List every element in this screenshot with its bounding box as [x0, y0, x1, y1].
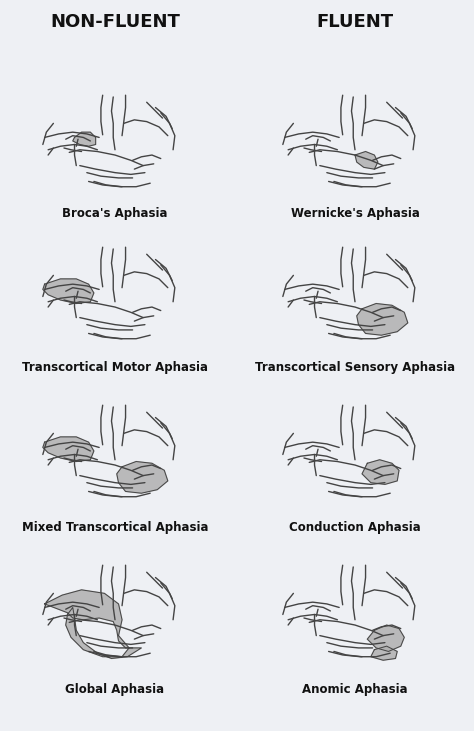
Text: Broca's Aphasia: Broca's Aphasia	[62, 206, 168, 219]
Text: NON-FLUENT: NON-FLUENT	[50, 13, 180, 31]
Polygon shape	[45, 590, 141, 659]
Polygon shape	[371, 646, 397, 660]
Text: Mixed Transcortical Aphasia: Mixed Transcortical Aphasia	[22, 521, 208, 534]
Text: Wernicke's Aphasia: Wernicke's Aphasia	[291, 206, 419, 219]
Polygon shape	[73, 132, 96, 146]
Polygon shape	[43, 437, 94, 461]
Polygon shape	[367, 625, 404, 651]
Text: Transcortical Sensory Aphasia: Transcortical Sensory Aphasia	[255, 360, 455, 374]
Text: Transcortical Motor Aphasia: Transcortical Motor Aphasia	[22, 360, 208, 374]
Polygon shape	[357, 303, 408, 336]
Text: Anomic Aphasia: Anomic Aphasia	[302, 683, 408, 697]
Polygon shape	[43, 279, 94, 303]
Polygon shape	[362, 460, 399, 485]
Polygon shape	[355, 151, 378, 169]
Text: Global Aphasia: Global Aphasia	[65, 683, 164, 697]
Polygon shape	[117, 461, 168, 493]
Text: Conduction Aphasia: Conduction Aphasia	[289, 521, 421, 534]
Text: FLUENT: FLUENT	[317, 13, 393, 31]
